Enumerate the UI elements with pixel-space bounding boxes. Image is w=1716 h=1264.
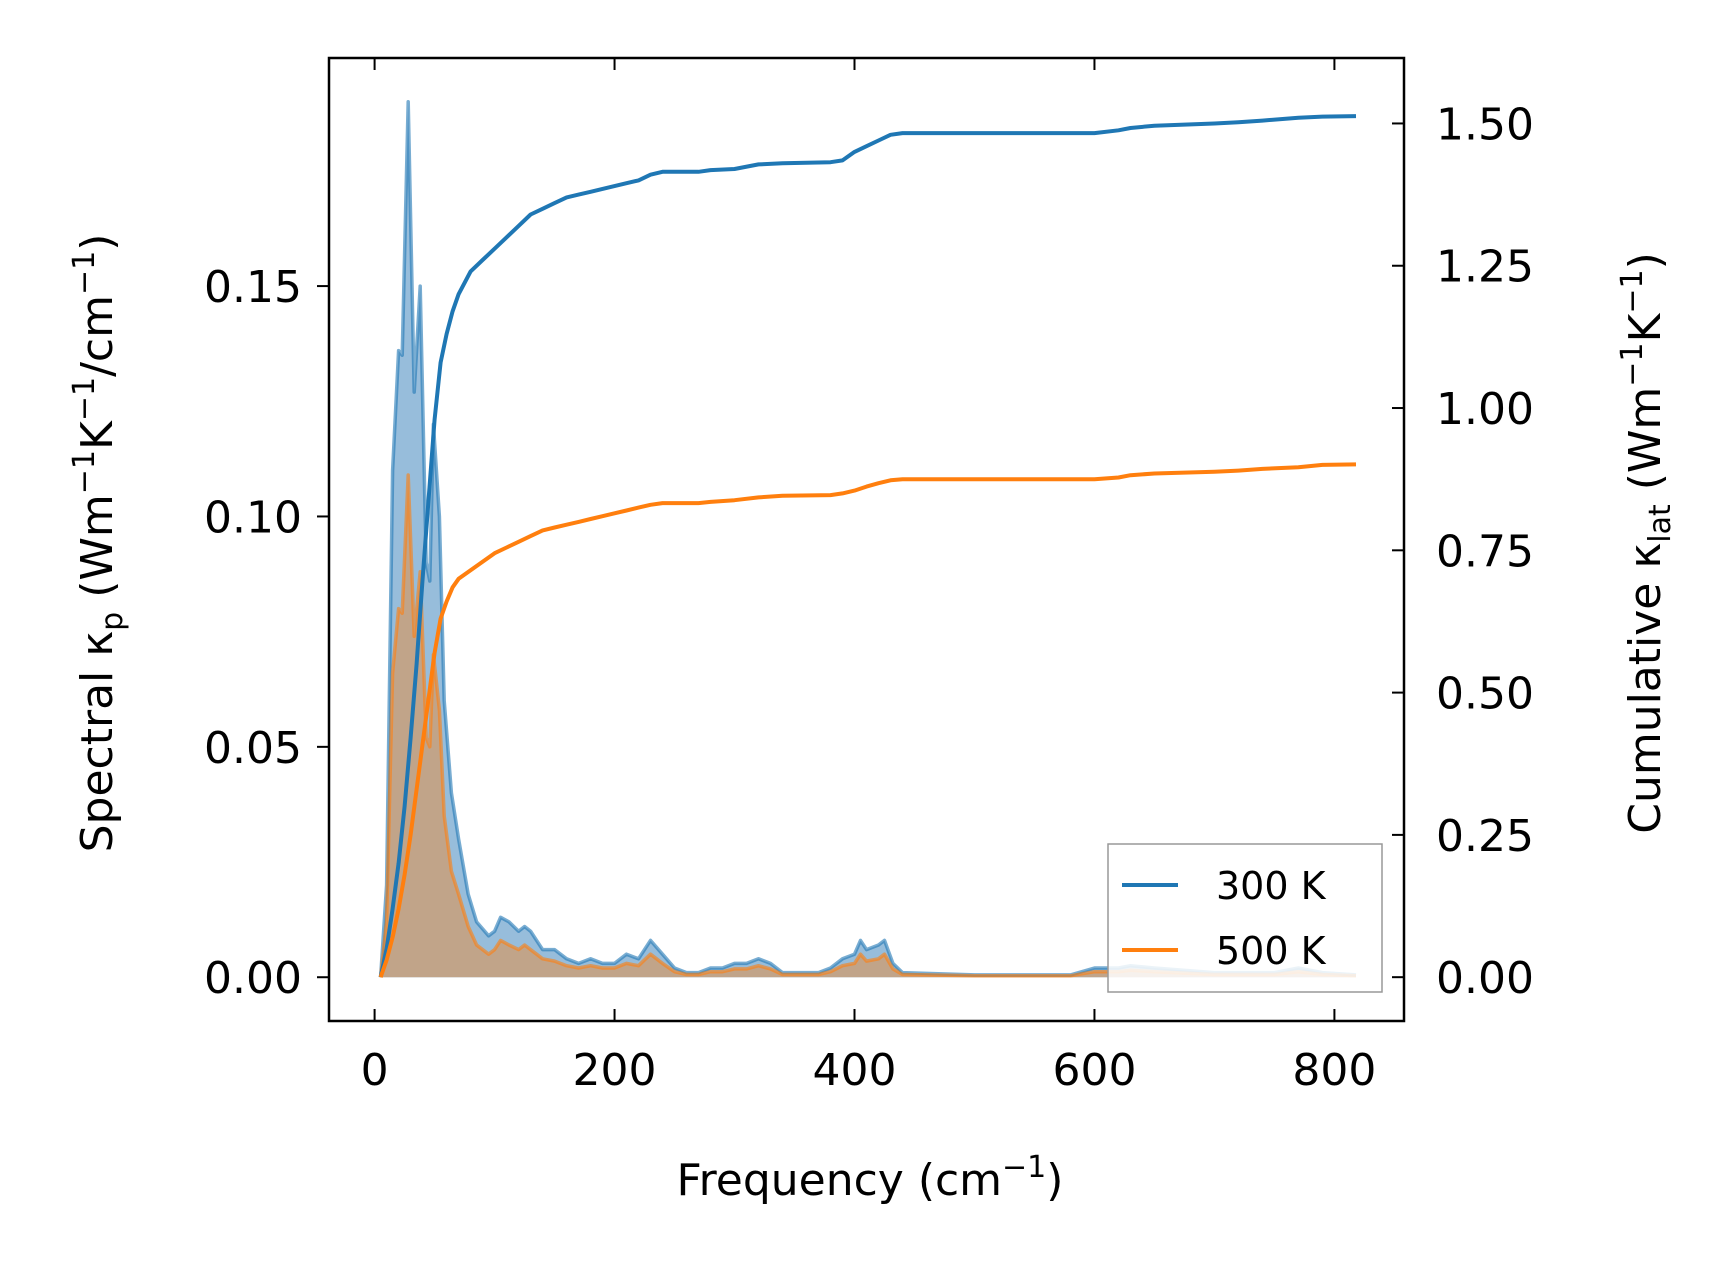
legend-box (1107, 843, 1383, 993)
x-axis-label: Frequency (cm−1) (677, 1150, 1064, 1206)
y-tick-label-left: 0.15 (204, 262, 302, 313)
y-tick-label-right: 0.50 (1436, 669, 1534, 720)
series-lines (378, 100, 1357, 978)
right-y-axis-label: Cumulative κlat (Wm−1K−1) (1615, 252, 1678, 834)
x-tick-label: 800 (1292, 1045, 1376, 1096)
y-tick-label-left: 0.00 (204, 953, 302, 1004)
x-tick-label: 200 (573, 1045, 657, 1096)
y-tick-label-left: 0.05 (204, 723, 302, 774)
y-tick-label-right: 0.75 (1436, 526, 1534, 577)
plot-frame (327, 56, 1406, 1023)
legend: 300 K 500 K (1107, 843, 1383, 993)
y-tick-label-right: 0.00 (1436, 953, 1534, 1004)
y-tick-label-right: 1.50 (1436, 99, 1534, 150)
x-tick-label: 0 (361, 1045, 389, 1096)
x-tick-label: 600 (1052, 1045, 1136, 1096)
y-tick-label-right: 1.00 (1436, 384, 1534, 435)
legend-label-500k: 500 K (1216, 929, 1327, 973)
y-tick-label-right: 0.25 (1436, 811, 1534, 862)
y-tick-label-right: 1.25 (1436, 242, 1534, 293)
ticks: 0 200 400 600 800 0.00 0.05 0.10 0.15 0.00 0.25 0.5… (204, 58, 1534, 1096)
y-tick-label-left: 0.10 (204, 492, 302, 543)
spectral-line-500k (378, 473, 1357, 978)
cumulative-line-500k (378, 462, 1357, 978)
cumulative-line-300k (378, 114, 1357, 978)
spectral-line-300k (378, 100, 1357, 978)
legend-label-300k: 300 K (1216, 864, 1327, 908)
x-tick-label: 400 (813, 1045, 897, 1096)
left-y-axis-label: Spectral κp (Wm−1K−1/cm−1) (67, 234, 130, 853)
